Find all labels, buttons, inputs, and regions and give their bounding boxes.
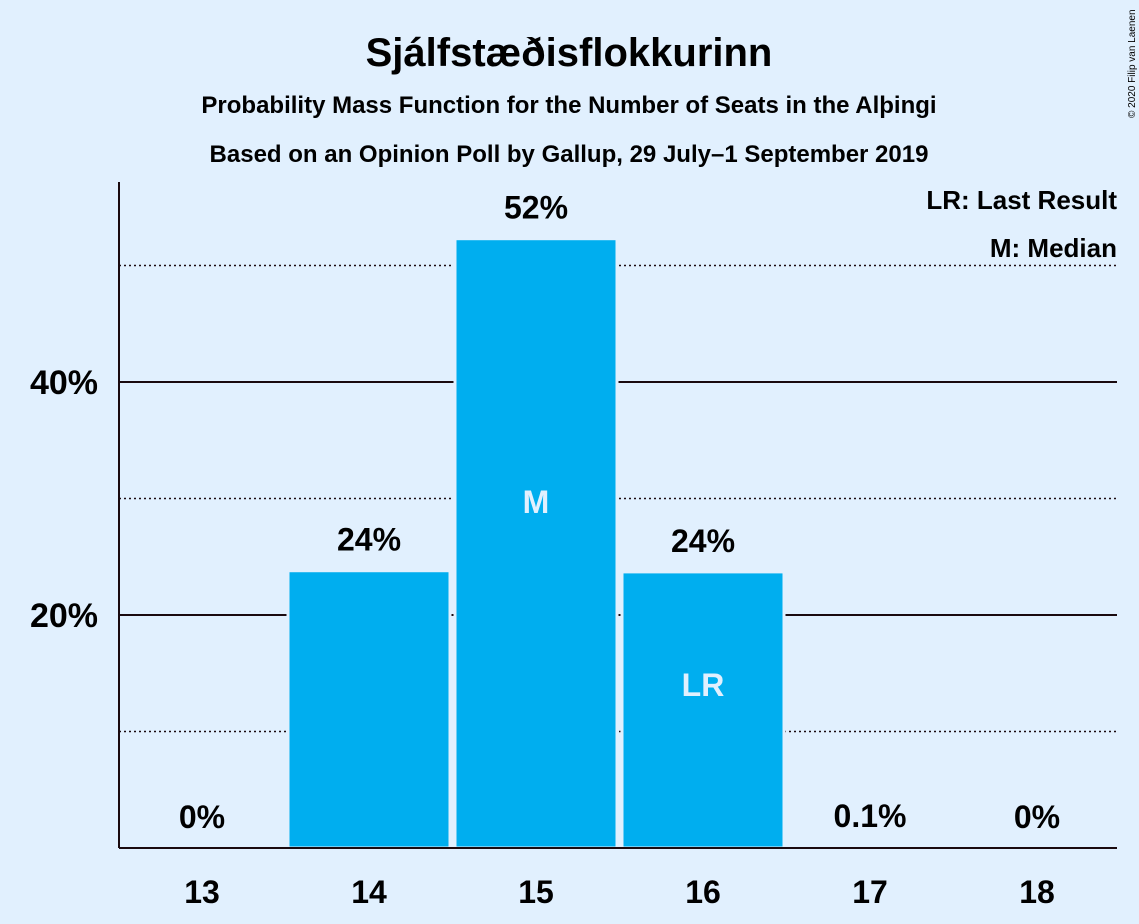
data-label: 52% [504, 190, 568, 226]
chart-title: Sjálfstæðisflokkurinn [366, 31, 773, 75]
x-tick-label: 14 [351, 874, 387, 910]
legend-last-result: LR: Last Result [926, 185, 1117, 215]
data-label: 24% [337, 522, 401, 558]
bar [453, 237, 619, 850]
last-result-marker: LR [682, 667, 725, 703]
legend-median: M: Median [990, 233, 1117, 263]
x-tick-label: 17 [852, 874, 888, 910]
bar [286, 569, 452, 850]
x-tick-label: 13 [184, 874, 220, 910]
x-tick-label: 15 [518, 874, 554, 910]
labels: 20% 40% 13 0% 14 24% 15 52% M 16 24% LR 17 0.1% 18 0% [30, 190, 1060, 910]
data-label: 24% [671, 523, 735, 559]
chart-subtitle: Probability Mass Function for the Number… [201, 92, 936, 119]
bar [620, 570, 786, 850]
y-tick-label: 40% [30, 364, 98, 402]
data-label: 0% [179, 799, 225, 835]
y-tick-label: 20% [30, 597, 98, 635]
median-marker: M [523, 484, 550, 520]
chart-subtitle-poll: Based on an Opinion Poll by Gallup, 29 J… [210, 141, 929, 168]
data-label: 0.1% [834, 798, 907, 834]
axes [118, 182, 1117, 849]
data-label: 0% [1014, 799, 1060, 835]
copyright-note: © 2020 Filip van Laenen [1127, 9, 1138, 118]
x-tick-label: 16 [685, 874, 721, 910]
x-tick-label: 18 [1019, 874, 1055, 910]
